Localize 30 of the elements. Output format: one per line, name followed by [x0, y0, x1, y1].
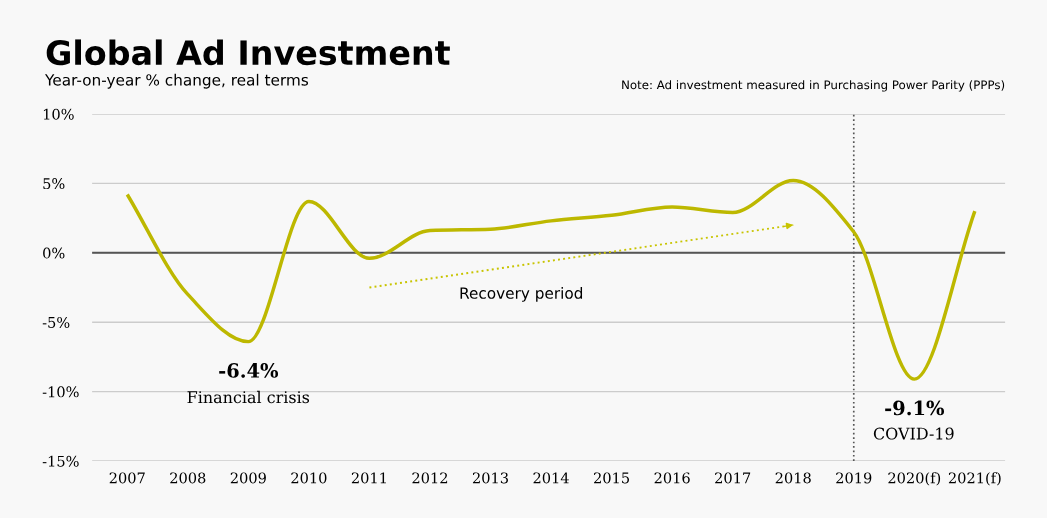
x-tick-label: 2013 — [472, 472, 508, 484]
x-tick-label: 2019 — [836, 472, 872, 484]
x-tick-label: 2018 — [775, 472, 811, 484]
annotation: -9.1% — [885, 400, 945, 416]
y-tick-label: -15% — [42, 455, 79, 467]
annotation: Recovery period — [460, 287, 583, 302]
x-tick-label: 2012 — [412, 472, 448, 484]
annotation: COVID-19 — [873, 427, 954, 440]
annotation: Financial crisis — [187, 390, 310, 404]
text: Note: Ad investment measured in Purchasing Power Parity (PPPs) — [622, 80, 1005, 92]
x-tick-label: 2021(f) — [948, 472, 1001, 486]
x-tick-label: 2007 — [109, 472, 145, 484]
x-tick-label: 2017 — [715, 472, 751, 484]
y-tick-label: -5% — [42, 316, 70, 328]
x-tick-label: 2010 — [291, 472, 327, 484]
line-series — [125, 178, 977, 381]
y-tick-label: 5% — [43, 178, 65, 190]
chart-title: Global Ad Investment — [46, 39, 450, 66]
x-tick-label: 2011 — [351, 472, 386, 484]
y-tick-label: 0% — [43, 247, 65, 259]
x-tick-label: 2014 — [533, 472, 569, 484]
annotation: -6.4% — [219, 363, 279, 378]
x-tick-label: 2020(f) — [888, 472, 941, 486]
y-tick-label: -10% — [42, 386, 79, 398]
x-tick-label: 2009 — [230, 472, 266, 484]
x-tick-label: 2015 — [594, 472, 630, 484]
x-tick-label: 2016 — [654, 472, 690, 484]
chart-subtitle: Year-on-year % change, real terms — [44, 73, 309, 89]
y-tick-label: 10% — [43, 108, 74, 120]
x-tick-label: 2008 — [170, 472, 206, 484]
